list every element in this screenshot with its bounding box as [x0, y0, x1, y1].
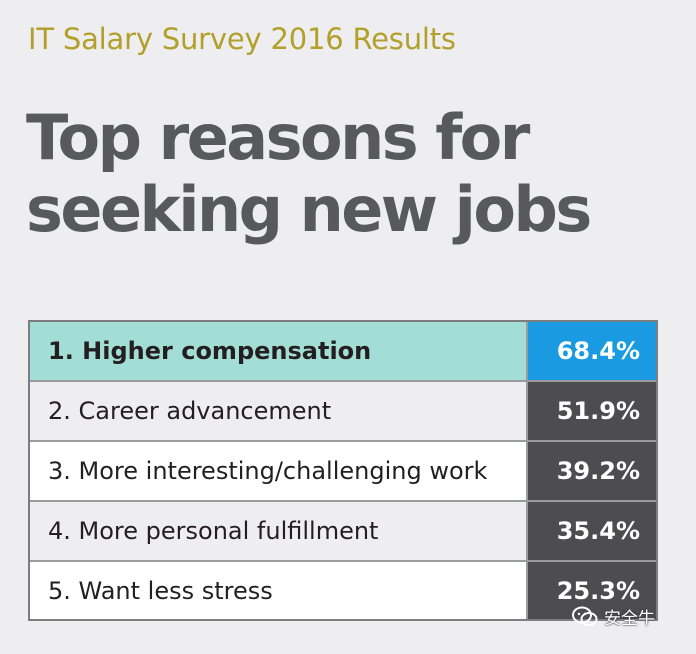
table-row: 5. Want less stress 25.3% — [30, 562, 656, 619]
reason-percentage: 35.4% — [528, 502, 656, 560]
reason-label: 1. Higher compensation — [30, 322, 528, 380]
reason-label: 4. More personal fulfillment — [30, 502, 528, 560]
reason-label: 5. Want less stress — [30, 562, 528, 619]
table-row: 4. More personal fulfillment 35.4% — [30, 502, 656, 562]
reason-label: 3. More interesting/challenging work — [30, 442, 528, 500]
watermark-text: 安全牛 — [604, 609, 655, 629]
table-row: 2. Career advancement 51.9% — [30, 382, 656, 442]
headline: Top reasons for seeking new jobs — [26, 101, 592, 246]
reason-percentage: 51.9% — [528, 382, 656, 440]
reason-percentage: 39.2% — [528, 442, 656, 500]
survey-label: IT Salary Survey 2016 Results — [28, 22, 456, 56]
table-row: 3. More interesting/challenging work 39.… — [30, 442, 656, 502]
reason-label: 2. Career advancement — [30, 382, 528, 440]
reason-percentage: 68.4% — [528, 322, 656, 380]
wechat-icon — [572, 606, 598, 626]
headline-line-2: seeking new jobs — [26, 173, 592, 246]
reason-percentage: 25.3% — [528, 562, 656, 619]
watermark: 安全牛 — [572, 604, 655, 629]
table-row: 1. Higher compensation 68.4% — [30, 322, 656, 382]
headline-line-1: Top reasons for — [26, 101, 530, 174]
reasons-table: 1. Higher compensation 68.4% 2. Career a… — [28, 320, 658, 621]
